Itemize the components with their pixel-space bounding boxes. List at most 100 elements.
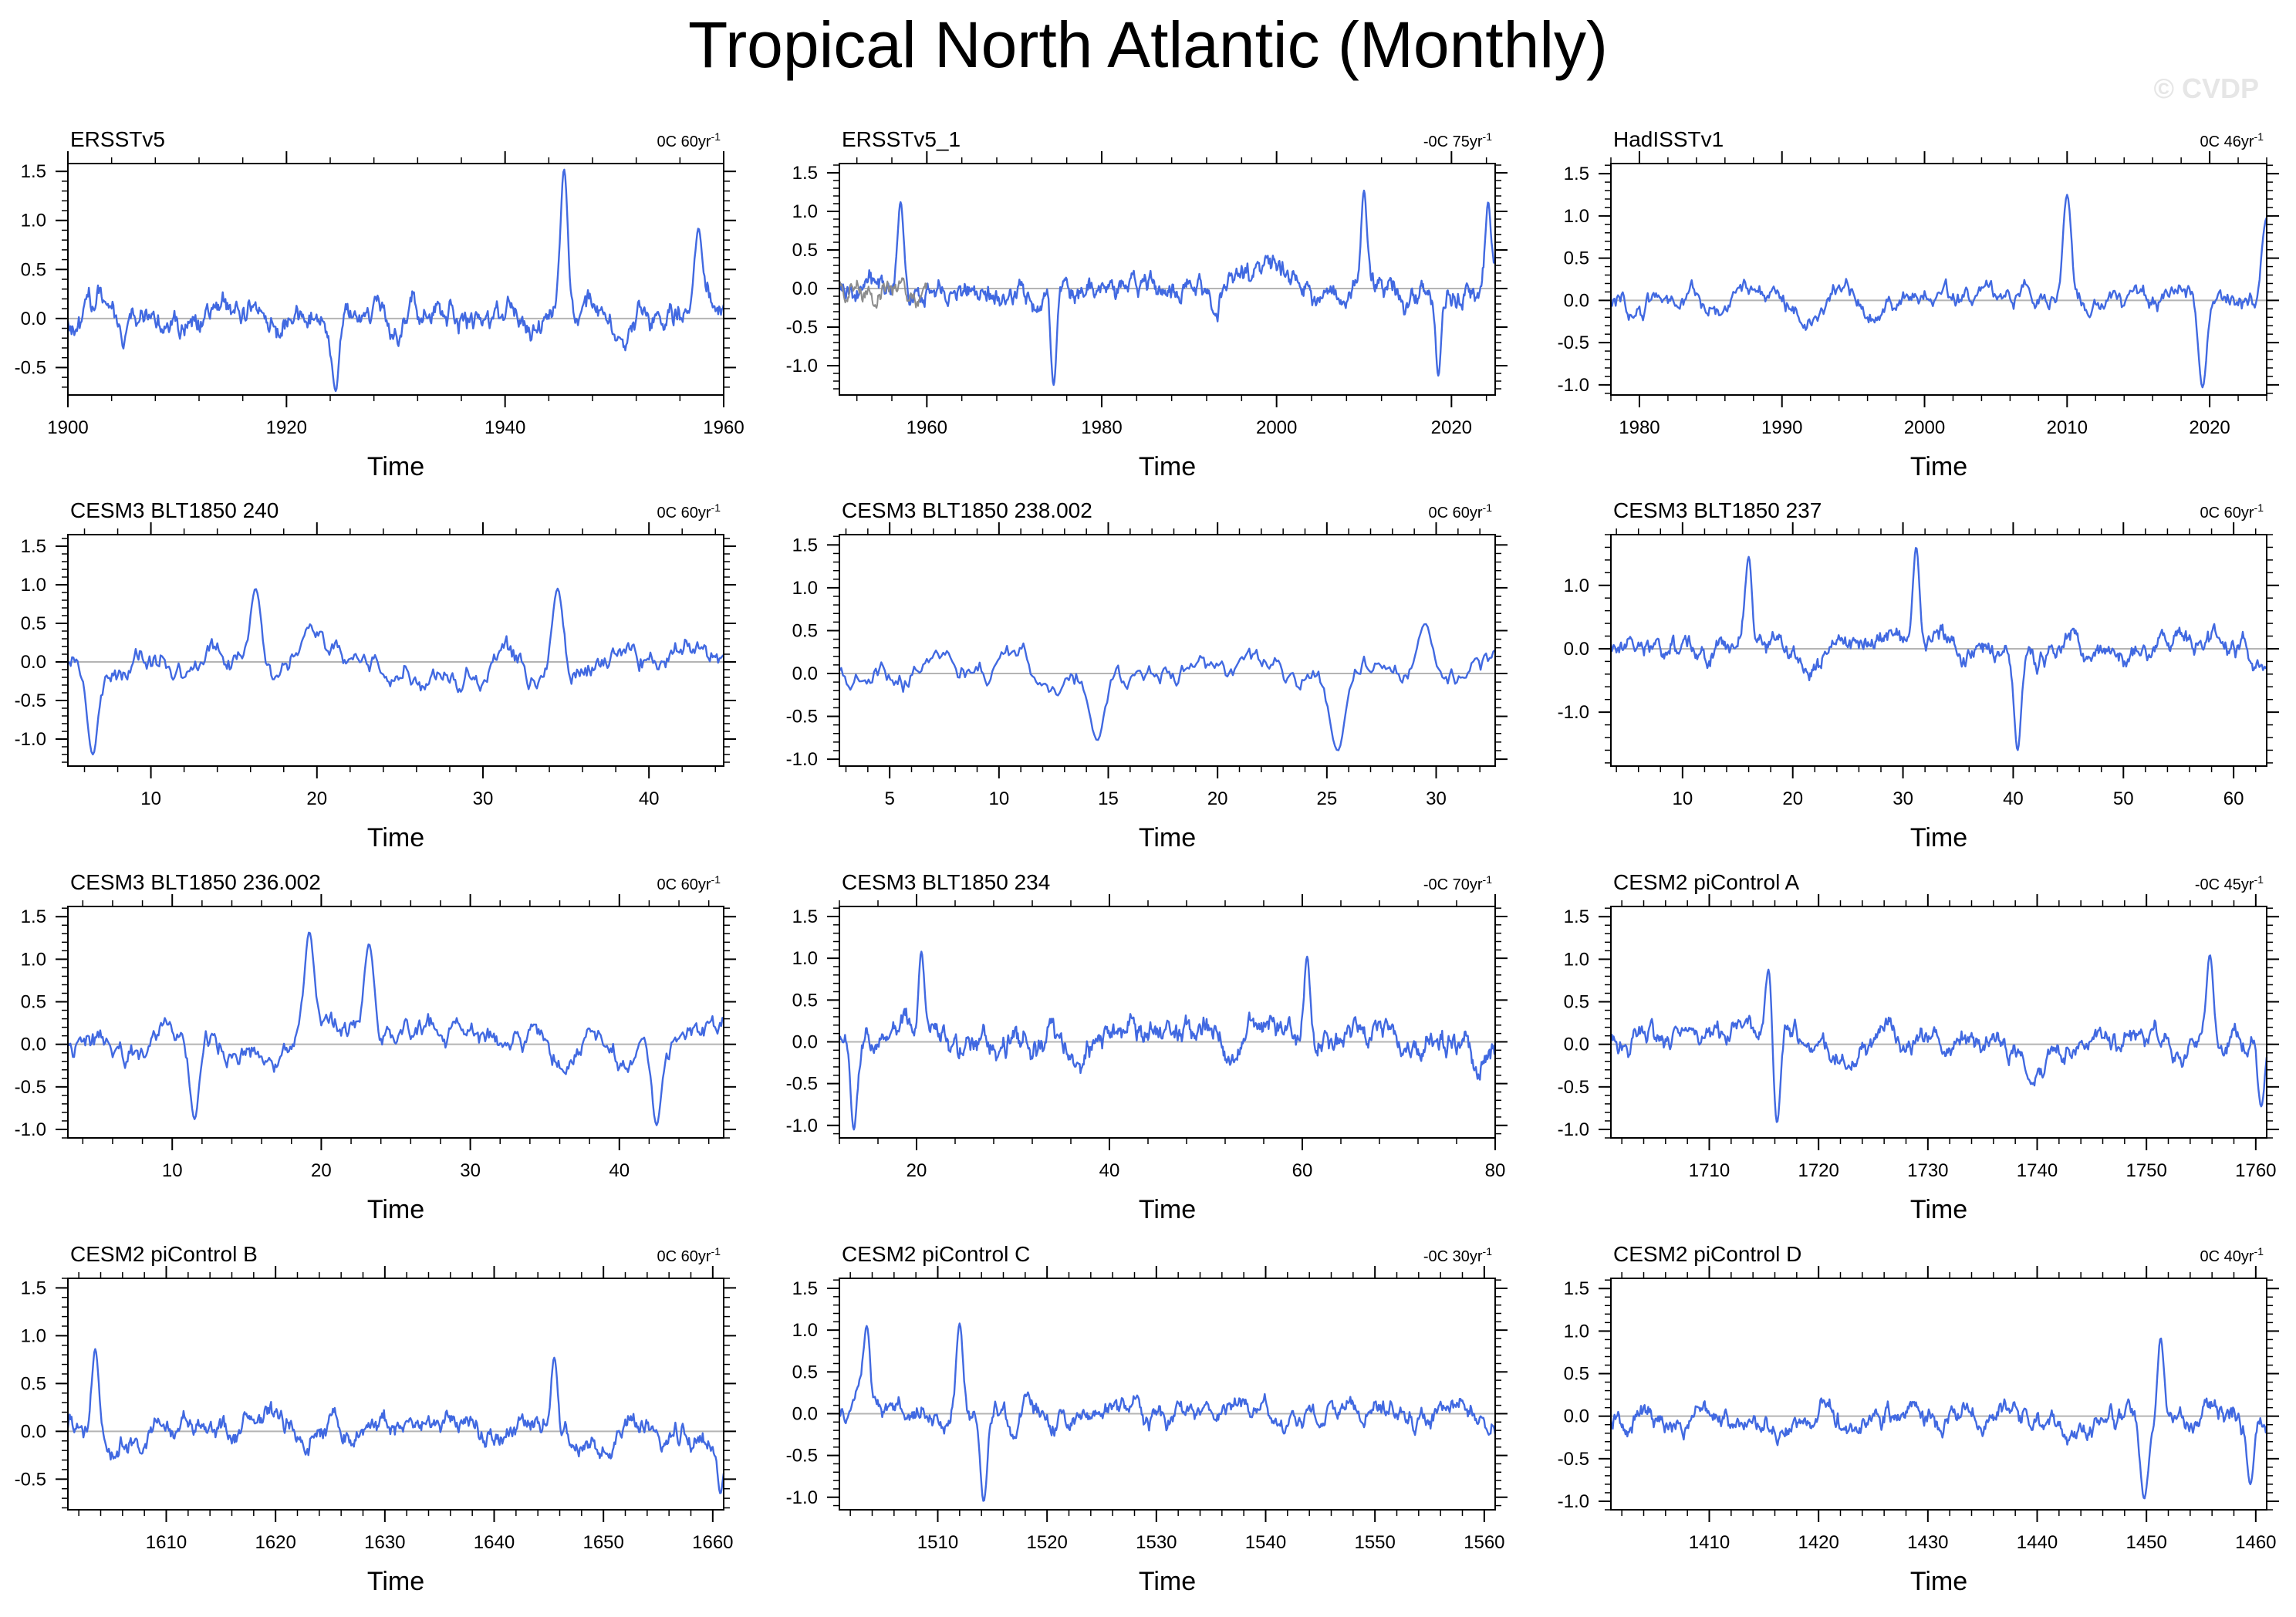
trend-exponent: -1 [1483,1245,1493,1257]
x-tick-label: 1980 [1619,417,1660,438]
y-tick-label: 1.0 [792,1320,818,1341]
plot-frame [67,906,724,1139]
x-axis-label: Time [367,1567,424,1596]
panel-1: ERSSTv5 0C 60yr-1 1900 1920 1940 1960 -0.5 0.0 0… [15,127,745,481]
plot-frame [839,163,1496,396]
x-tick-label: 1740 [2017,1160,2058,1181]
y-tick-label: -1.0 [786,1487,818,1508]
x-tick-label: 1520 [1026,1532,1067,1553]
panel-4: CESM3 BLT1850 240 0C 60yr-1 10 20 30 40 -1.0 -0… [15,498,736,852]
trend-value: -0C 45yr [2195,876,2254,893]
series-line [838,189,1496,387]
series-line [1609,954,2268,1123]
trend-exponent: -1 [2254,130,2264,143]
panel-title: CESM2 piControl C [842,1242,1030,1266]
panel-title: CESM3 BLT1850 238.002 [842,498,1092,522]
x-tick-label: 1650 [582,1532,623,1553]
y-tick-label: -0.5 [15,690,46,711]
y-tick-label: 0.0 [1564,639,1589,660]
watermark: © CVDP [2153,73,2259,104]
trend-label: 0C 60yr-1 [657,873,721,893]
x-tick-label: 2020 [1431,417,1472,438]
y-tick-label: 1.0 [21,575,46,596]
y-tick-label: 0.5 [21,259,46,280]
y-tick-label: -0.5 [786,1446,818,1467]
x-tick-label: 1980 [1081,417,1122,438]
y-tick-label: 0.5 [1564,1364,1589,1385]
y-tick-label: -1.0 [786,1116,818,1136]
series-line [66,168,725,393]
panel-12: CESM2 piControl D 0C 40yr-1 1410 1420 1430 14… [1558,1242,2279,1596]
trend-value: 0C 60yr [2200,505,2254,522]
x-tick-label: 1430 [1907,1532,1948,1553]
x-tick-label: 10 [1673,788,1693,809]
figure-title: Tropical North Atlantic (Monthly) [688,8,1608,81]
x-tick-label: 40 [639,788,660,809]
y-tick-label: -0.5 [15,357,46,378]
series-line [1609,1337,2268,1500]
panel-title: CESM3 BLT1850 236.002 [70,870,321,894]
y-tick-label: 0.5 [792,240,818,261]
x-axis-label: Time [1910,1567,1967,1596]
plot-frame [67,163,724,396]
x-tick-label: 1720 [1798,1160,1838,1181]
x-axis-label: Time [1139,823,1196,852]
x-tick-label: 30 [473,788,494,809]
y-tick-label: -1.0 [15,1119,46,1140]
x-tick-label: 25 [1316,788,1337,809]
y-tick-label: 0.0 [21,1421,46,1442]
x-tick-label: 1990 [1761,417,1802,438]
trend-label: 0C 60yr-1 [657,1245,721,1265]
trend-value: 0C 60yr [657,133,711,150]
y-tick-label: 0.0 [21,1035,46,1055]
panel-title: CESM2 piControl D [1613,1242,1801,1266]
trend-value: 0C 46yr [2200,133,2254,150]
trend-exponent: -1 [711,130,721,143]
x-axis-label: Time [367,452,424,481]
x-tick-label: 1620 [255,1532,295,1553]
x-tick-label: 60 [1292,1160,1313,1181]
x-tick-label: 15 [1098,788,1119,809]
y-tick-label: 0.5 [21,613,46,634]
trend-exponent: -1 [1483,501,1493,514]
trend-exponent: -1 [2254,1245,2264,1257]
y-tick-label: 0.5 [21,1373,46,1394]
x-tick-label: 1940 [485,417,525,438]
y-tick-label: 0.0 [21,309,46,329]
plot-frame [839,534,1496,767]
x-tick-label: 1960 [703,417,744,438]
x-tick-label: 30 [460,1160,481,1181]
y-tick-label: 0.5 [1564,248,1589,269]
trend-label: 0C 40yr-1 [2200,1245,2264,1265]
x-axis-label: Time [1139,452,1196,481]
y-tick-label: 1.0 [1564,206,1589,227]
y-tick-label: -1.0 [1558,1491,1589,1512]
x-tick-label: 20 [1207,788,1228,809]
series-line [1609,194,2268,389]
y-tick-label: 0.0 [1564,290,1589,311]
plot-frame [1610,163,2267,396]
panel-3: HadISSTv1 0C 46yr-1 1980 1990 2000 2010 2020 -1… [1558,127,2279,481]
x-tick-label: 1440 [2017,1532,2058,1553]
trend-label: 0C 60yr-1 [657,130,721,150]
x-tick-label: 1530 [1136,1532,1177,1553]
y-tick-label: 1.5 [1564,164,1589,184]
trend-value: -0C 30yr [1423,1248,1483,1265]
y-tick-label: 0.0 [792,663,818,684]
series-line [67,587,724,756]
y-tick-label: 1.5 [1564,1278,1589,1299]
x-tick-label: 1900 [47,417,88,438]
panel-title: ERSSTv5_1 [842,127,961,151]
x-tick-label: 1610 [146,1532,187,1553]
panel-7: CESM3 BLT1850 236.002 0C 60yr-1 10 20 30 40 -1… [15,870,736,1224]
y-tick-label: 1.5 [792,1278,818,1299]
x-tick-label: 50 [2113,788,2134,809]
x-tick-label: 20 [311,1160,332,1181]
y-tick-label: -1.0 [786,356,818,376]
y-tick-label: 0.0 [792,1031,818,1052]
y-tick-label: 0.5 [792,620,818,641]
plot-frame [1610,534,2267,767]
x-tick-label: 20 [306,788,327,809]
series-line [838,1322,1497,1502]
x-tick-label: 1760 [2235,1160,2276,1181]
